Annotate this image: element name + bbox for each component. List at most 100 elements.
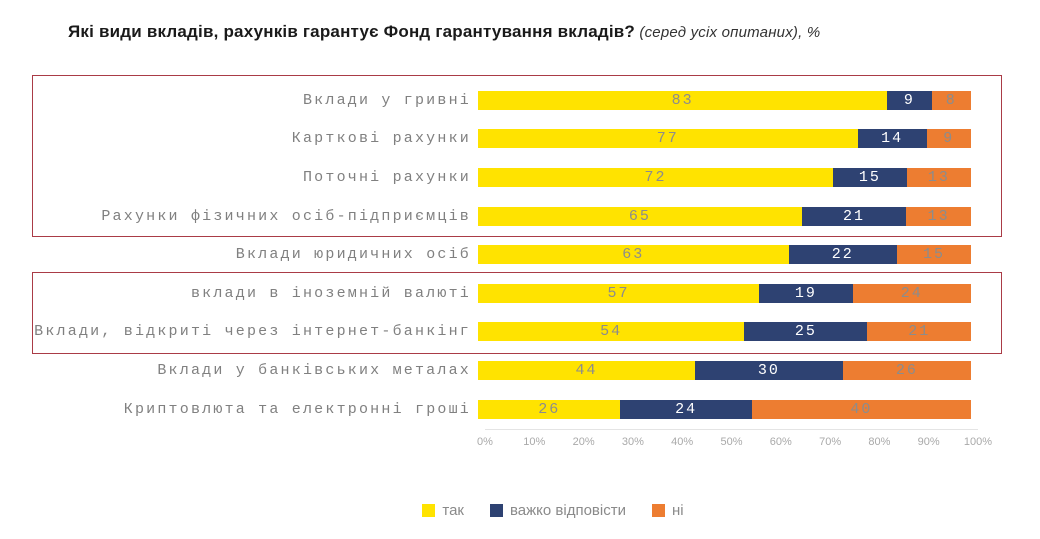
chart-row: Рахунки фізичних осіб-підприємців 65 21 13	[0, 197, 1040, 236]
bar-segment-так: 65	[478, 206, 802, 226]
bar-value-label: 63	[622, 246, 645, 264]
stacked-bar: 77 14 9	[478, 129, 971, 149]
bar-value-label: 83	[671, 91, 694, 109]
chart-row: вклади в іноземній валюті 57 19 24	[0, 274, 1040, 313]
legend-swatch-icon	[489, 504, 503, 517]
category-label: Карткові рахунки	[291, 130, 471, 148]
bar-value-label: 40	[850, 400, 873, 418]
bar-value-label: 21	[842, 207, 865, 225]
legend-swatch-icon	[651, 504, 665, 517]
x-axis-line	[485, 429, 978, 430]
highlight-box-middle-group	[32, 272, 1002, 354]
chart-row: Поточні рахунки 72 15 13	[0, 158, 1040, 197]
chart-row: Вклади, відкриті через інтернет-банкінг 5…	[0, 313, 1040, 352]
highlight-box-top-group	[32, 75, 1002, 237]
bar-segment-так: 26	[478, 399, 621, 419]
bar-value-label: 44	[575, 361, 598, 379]
bar-segment-так: 83	[478, 90, 888, 110]
axis-tick-label: 90%	[917, 436, 940, 448]
bar-value-label: 13	[927, 207, 950, 225]
bar-segment-так: 54	[478, 322, 745, 342]
bar-segment-важко відповісти: 21	[801, 206, 907, 226]
category-label: Вклади юридичних осіб	[235, 246, 471, 264]
bar-segment-ні: 13	[906, 167, 971, 187]
stacked-bar: 65 21 13	[478, 206, 971, 226]
bar-segment-ні: 8	[931, 90, 971, 110]
x-axis-ticks: 0% 10% 20% 30% 40% 50% 60% 70% 80% 90% 100%	[477, 436, 992, 450]
chart-title: Які види вкладів, рахунків гарантує Фонд…	[68, 22, 820, 42]
bar-segment-важко відповісти: 24	[620, 399, 752, 419]
stacked-bar: 44 30 26	[478, 360, 971, 380]
legend: так важко відповісти ні	[0, 502, 1040, 519]
bar-segment-важко відповісти: 30	[694, 360, 843, 380]
bar-segment-так: 72	[478, 167, 833, 187]
chart-row: Вклади у банківських металах 44 30 26	[0, 351, 1040, 390]
category-label: вклади в іноземній валюті	[190, 284, 471, 302]
axis-tick-label: 50%	[720, 436, 743, 448]
legend-item-важко відповісти: важко відповісти	[489, 502, 626, 519]
bar-value-label: 25	[794, 323, 817, 341]
bar-segment-ні: 15	[897, 245, 971, 265]
axis-tick-label: 60%	[769, 436, 792, 448]
chart-row: Вклади у гривні 83 9 8	[0, 81, 1040, 120]
legend-label: ні	[671, 502, 684, 519]
category-label: Вклади у банківських металах	[157, 361, 471, 379]
bar-segment-так: 77	[478, 129, 858, 149]
stacked-bar: 54 25 21	[478, 322, 971, 342]
bar-value-label: 30	[757, 361, 780, 379]
axis-tick-label: 80%	[868, 436, 891, 448]
legend-item-так: так	[422, 502, 464, 519]
bar-value-label: 24	[675, 400, 698, 418]
bar-segment-ні: 24	[852, 283, 971, 303]
axis-tick-label: 0%	[477, 436, 493, 448]
bar-segment-ні: 13	[906, 206, 971, 226]
chart-title-main: Які види вкладів, рахунків гарантує Фонд…	[68, 22, 636, 41]
axis-tick-label: 70%	[819, 436, 842, 448]
axis-tick-label: 10%	[523, 436, 546, 448]
bar-segment-ні: 26	[842, 360, 971, 380]
bar-value-label: 13	[927, 168, 950, 186]
bar-segment-так: 63	[478, 245, 789, 265]
chart-row: Карткові рахунки 77 14 9	[0, 120, 1040, 159]
legend-swatch-icon	[422, 504, 436, 517]
bar-segment-так: 57	[478, 283, 759, 303]
category-label: Поточні рахунки	[302, 168, 471, 186]
bar-segment-важко відповісти: 22	[788, 245, 898, 265]
bar-value-label: 9	[903, 91, 915, 109]
bar-segment-ні: 40	[751, 399, 971, 419]
chart-title-suffix: (серед усіх опитаних), %	[635, 24, 821, 41]
bar-segment-важко відповісти: 14	[857, 129, 927, 149]
bar-value-label: 54	[600, 323, 623, 341]
stacked-bar: 83 9 8	[478, 90, 971, 110]
bar-segment-важко відповісти: 15	[832, 167, 907, 187]
bar-value-label: 15	[858, 168, 881, 186]
stacked-bar: 63 22 15	[478, 245, 971, 265]
legend-label: важко відповісти	[509, 502, 626, 519]
legend-item-ні: ні	[651, 502, 684, 519]
category-label: Вклади, відкриті через інтернет-банкінг	[34, 323, 471, 341]
category-label: Криптовлюта та електронні гроші	[123, 400, 471, 418]
bar-segment-ні: 9	[926, 129, 971, 149]
bar-value-label: 9	[943, 130, 955, 148]
bar-value-label: 26	[538, 400, 561, 418]
bar-value-label: 15	[922, 246, 945, 264]
bar-value-label: 22	[831, 246, 854, 264]
bar-value-label: 72	[644, 168, 667, 186]
bar-rows: Вклади у гривні 83 9 8 Карткові рахунки 77 14 9…	[0, 81, 1040, 428]
bar-segment-так: 44	[478, 360, 695, 380]
bar-value-label: 19	[794, 284, 817, 302]
bar-value-label: 65	[628, 207, 651, 225]
bar-value-label: 8	[945, 91, 957, 109]
bar-value-label: 14	[881, 130, 904, 148]
bar-segment-ні: 21	[867, 322, 971, 342]
legend-label: так	[442, 502, 464, 519]
axis-tick-label: 40%	[671, 436, 694, 448]
stacked-bar: 72 15 13	[478, 167, 971, 187]
category-label: Вклади у гривні	[302, 91, 471, 109]
bar-segment-важко відповісти: 9	[887, 90, 932, 110]
bar-value-label: 21	[908, 323, 931, 341]
category-label: Рахунки фізичних осіб-підприємців	[101, 207, 471, 225]
chart-row: Вклади юридичних осіб 63 22 15	[0, 235, 1040, 274]
bar-segment-важко відповісти: 25	[744, 322, 868, 342]
